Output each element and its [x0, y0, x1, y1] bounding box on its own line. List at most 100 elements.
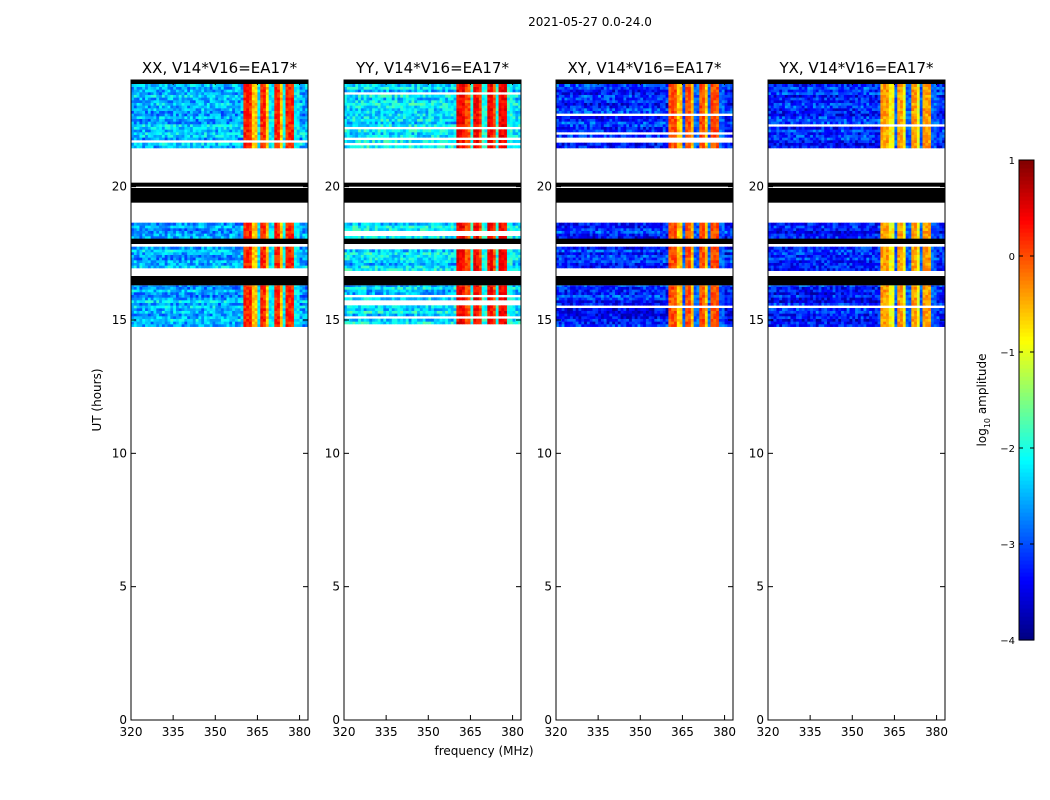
heatmap-cell: [447, 262, 452, 266]
heatmap-cell: [291, 94, 295, 98]
heatmap-cell: [201, 94, 205, 98]
heatmap-cell: [512, 308, 516, 311]
heatmap-cell: [456, 305, 460, 309]
heatmap-cell: [417, 289, 421, 293]
heatmap-cell: [442, 257, 446, 261]
heatmap-cell: [159, 222, 163, 226]
heatmap-cell: [190, 246, 194, 250]
heatmap-cell: [218, 324, 222, 327]
heatmap-cell: [145, 89, 149, 93]
heatmap-cell: [299, 321, 303, 325]
heatmap-cell: [291, 110, 295, 114]
heatmap-cell: [218, 92, 222, 95]
heatmap-cell: [450, 305, 454, 309]
heatmap-cell: [274, 92, 278, 95]
heatmap-cell: [498, 262, 502, 266]
heatmap-cell: [187, 86, 191, 90]
heatmap-cell: [243, 124, 247, 127]
heatmap-cell: [288, 118, 292, 122]
heatmap-cell: [442, 254, 446, 258]
heatmap-cell: [161, 222, 166, 226]
heatmap-cell: [181, 300, 185, 303]
heatmap-cell: [204, 252, 208, 255]
heatmap-cell: [299, 134, 303, 138]
heatmap-cell: [159, 118, 163, 122]
heatmap-cell: [274, 300, 278, 303]
heatmap-cell: [209, 94, 213, 98]
heatmap-cell: [192, 145, 197, 149]
heatmap-cell: [153, 97, 157, 101]
heatmap-cell: [436, 313, 440, 317]
heatmap-cell: [232, 108, 236, 111]
heatmap-cell: [170, 116, 174, 119]
heatmap-cell: [279, 142, 284, 146]
heatmap-cell: [358, 257, 362, 261]
heatmap-cell: [209, 121, 213, 125]
heatmap-cell: [470, 262, 474, 266]
heatmap-cell: [279, 318, 284, 322]
heatmap-cell: [161, 126, 166, 130]
heatmap-cell: [249, 316, 253, 319]
heatmap-cell: [411, 134, 415, 138]
heatmap-cell: [288, 129, 292, 133]
heatmap-cell: [293, 113, 298, 117]
heatmap-cell: [352, 228, 356, 231]
heatmap-cell: [277, 233, 281, 237]
heatmap-cell: [293, 254, 298, 258]
heatmap-cell: [268, 300, 272, 303]
heatmap-cell: [271, 254, 275, 258]
heatmap-cell: [257, 260, 261, 263]
heatmap-cell: [178, 285, 182, 287]
heatmap-cell: [369, 236, 373, 239]
heatmap-cell: [498, 313, 502, 317]
heatmap-cell: [190, 121, 194, 125]
heatmap-cell: [139, 313, 143, 317]
heatmap-cell: [237, 118, 241, 122]
heatmap-cell: [277, 305, 281, 309]
heatmap-cell: [346, 308, 351, 311]
heatmap-cell: [159, 121, 163, 125]
heatmap-cell: [470, 297, 474, 301]
heatmap-cell: [495, 308, 499, 311]
heatmap-cell: [369, 313, 373, 317]
heatmap-cell: [131, 316, 135, 319]
heatmap-cell: [487, 225, 491, 229]
heatmap-cell: [209, 134, 213, 138]
heatmap-cell: [232, 257, 236, 261]
heatmap-cell: [305, 300, 309, 303]
heatmap-cell: [212, 228, 216, 231]
heatmap-cell: [464, 265, 469, 269]
heatmap-cell: [305, 324, 309, 327]
heatmap-cell: [296, 300, 300, 303]
heatmap-cell: [383, 289, 387, 293]
heatmap-cell: [260, 142, 264, 146]
heatmap-cell: [422, 265, 426, 269]
heatmap-cell: [433, 236, 438, 239]
heatmap-cell: [447, 228, 452, 231]
heatmap-cell: [481, 260, 485, 263]
heatmap-cell: [192, 286, 197, 290]
heatmap-cell: [254, 230, 258, 234]
heatmap-cell: [388, 292, 393, 295]
heatmap-cell: [501, 257, 505, 261]
heatmap-cell: [265, 92, 270, 95]
heatmap-cell: [495, 140, 499, 143]
heatmap-cell: [240, 294, 244, 298]
heatmap-cell: [305, 302, 309, 306]
heatmap-cell: [374, 262, 379, 266]
heatmap-cell: [187, 233, 191, 237]
heatmap-cell: [187, 249, 191, 253]
heatmap-cell: [282, 265, 286, 269]
heatmap-cell: [260, 92, 264, 95]
heatmap-cell: [484, 236, 488, 239]
heatmap-cell: [265, 257, 270, 261]
heatmap-cell: [271, 228, 275, 231]
heatmap-cell: [293, 257, 298, 261]
heatmap-cell: [358, 225, 362, 229]
heatmap-cell: [246, 97, 250, 101]
heatmap-cell: [181, 262, 185, 266]
heatmap-cell: [291, 260, 295, 263]
heatmap-cell: [453, 310, 457, 314]
heatmap-cell: [220, 302, 225, 306]
heatmap-cell: [153, 252, 157, 255]
